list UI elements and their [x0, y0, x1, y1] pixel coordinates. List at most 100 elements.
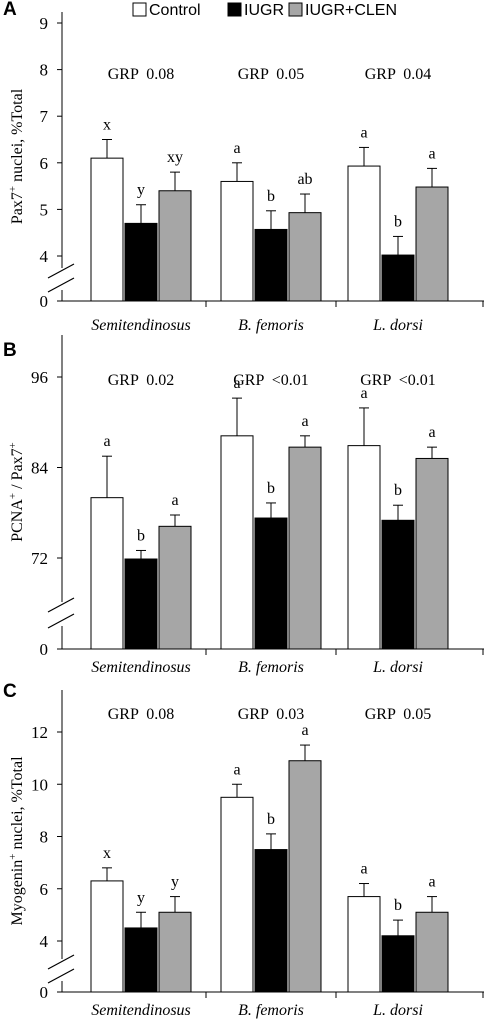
y-axis-title: Myogenin+ nuclei, %Total	[7, 756, 26, 926]
axis-break-mark	[47, 968, 75, 984]
y-axis-title-part: PCNA	[9, 499, 26, 542]
bar	[158, 525, 192, 650]
bar	[158, 190, 192, 302]
axis-break-mark	[47, 263, 75, 279]
bar	[124, 927, 158, 993]
category-label: Semitendinosus	[91, 317, 191, 334]
y-tick-label: 72	[31, 549, 48, 568]
legend-item: IUGR	[227, 2, 284, 19]
y-tick-label: 96	[31, 368, 48, 387]
y-tick-label: 0	[40, 983, 49, 1002]
bar	[220, 435, 254, 650]
axis-break-mark	[47, 597, 75, 613]
y-tick-label: 4	[40, 932, 49, 951]
y-tick-label: 10	[31, 775, 48, 794]
bar	[220, 796, 254, 993]
significance-letter: b	[394, 897, 402, 914]
y-axis-title-part: nuclei, %Total	[9, 88, 26, 186]
legend-swatch	[132, 2, 147, 17]
panel-a: A 0 4 5 6 7 8 9 Pax7+ nuclei, %Total GRP 0.08 Semi…	[3, 0, 484, 334]
bar	[254, 228, 288, 302]
legend: Control IUGR IUGR+CLEN	[132, 2, 397, 19]
significance-letter: ab	[297, 171, 312, 188]
y-tick-label: 6	[40, 880, 49, 899]
significance-letter: a	[233, 375, 240, 392]
y-tick-label: 6	[40, 154, 49, 173]
panel-b: B 0 72 84 96 PCNA+ / Pax7+ GRP 0.02 Semitendino…	[3, 335, 484, 676]
y-axis-title-part: nuclei, %Total	[9, 756, 26, 854]
legend-label: IUGR	[244, 2, 284, 19]
significance-letter: a	[360, 385, 367, 402]
category-label: B. femoris	[238, 317, 304, 334]
significance-letter: a	[103, 433, 110, 450]
bar	[347, 896, 381, 993]
legend-item: IUGR+CLEN	[288, 2, 397, 19]
y-axis-title-sup: +	[7, 493, 19, 499]
y-axis-title-part: Myogenin	[9, 860, 26, 926]
grp-label: GRP 0.04	[365, 66, 432, 83]
category-label: B. femoris	[238, 1002, 304, 1019]
significance-letter: x	[103, 117, 111, 134]
significance-letter: b	[267, 188, 275, 205]
significance-letter: a	[360, 861, 367, 878]
grp-label: GRP 0.05	[238, 66, 305, 83]
significance-letter: a	[171, 492, 178, 509]
y-axis-title-sup: +	[7, 854, 19, 860]
significance-letter: y	[171, 874, 179, 891]
legend-swatch	[288, 2, 303, 17]
y-tick-label: 5	[40, 200, 49, 219]
bar	[347, 445, 381, 650]
y-tick-label: 84	[31, 459, 49, 478]
panel-letter: B	[3, 340, 17, 361]
bar	[381, 935, 415, 993]
category-label: Semitendinosus	[91, 659, 191, 676]
grp-label: GRP 0.05	[365, 706, 432, 723]
significance-letter: b	[394, 213, 402, 230]
axis-break-mark	[47, 954, 75, 970]
bar	[124, 558, 158, 650]
legend-label: IUGR+CLEN	[305, 2, 397, 19]
y-tick-label: 8	[40, 828, 49, 847]
bar	[415, 457, 449, 650]
y-tick-label: 12	[31, 723, 48, 742]
grp-label: GRP 0.08	[108, 66, 175, 83]
bar	[415, 911, 449, 993]
y-axis-title-sup: +	[7, 442, 19, 448]
grp-label: GRP <0.01	[233, 372, 309, 389]
significance-letter: x	[103, 845, 111, 862]
category-label: B. femoris	[238, 659, 304, 676]
bar	[254, 849, 288, 993]
bar	[254, 517, 288, 650]
y-axis-title-part: Pax7	[9, 192, 26, 224]
significance-letter: a	[301, 413, 308, 430]
grp-label: GRP 0.03	[238, 706, 305, 723]
bar	[90, 880, 124, 993]
y-tick-label: 0	[40, 640, 49, 659]
bar	[90, 497, 124, 650]
panel-c: C 0 4 6 8 10 12 Myogenin+ nuclei, %Total GRP 0.0…	[3, 681, 484, 1019]
grp-label: GRP 0.02	[108, 372, 175, 389]
bar	[220, 180, 254, 302]
legend-item: Control	[132, 2, 201, 19]
significance-letter: a	[360, 124, 367, 141]
significance-letter: a	[428, 874, 435, 891]
bar	[90, 157, 124, 302]
category-label: Semitendinosus	[91, 1002, 191, 1019]
bar	[288, 212, 322, 302]
legend-swatch	[227, 2, 242, 17]
significance-letter: a	[301, 722, 308, 739]
panel-letter: C	[3, 681, 17, 702]
bar	[381, 519, 415, 650]
significance-letter: a	[233, 761, 240, 778]
grp-label: GRP 0.08	[108, 706, 175, 723]
legend-label: Control	[149, 2, 201, 19]
category-label: L. dorsi	[372, 659, 423, 676]
bar	[347, 165, 381, 302]
significance-letter: y	[137, 182, 145, 199]
y-tick-label: 8	[40, 61, 49, 80]
y-axis-title: PCNA+ / Pax7+	[7, 442, 26, 542]
bar	[158, 911, 192, 993]
panel-letter: A	[3, 0, 17, 20]
y-tick-label: 7	[40, 107, 49, 126]
